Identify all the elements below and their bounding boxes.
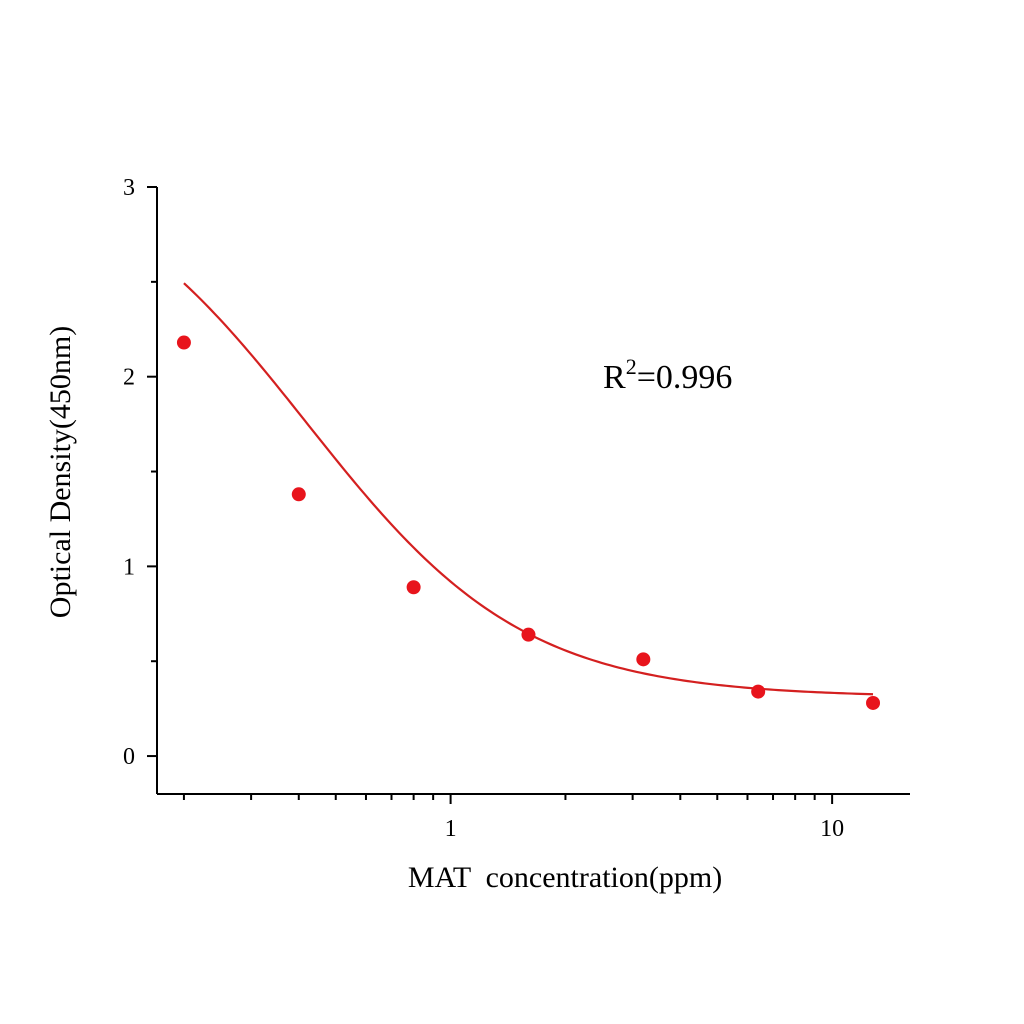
y-tick-label: 1	[123, 554, 135, 580]
data-point	[751, 684, 766, 699]
data-point	[521, 627, 536, 642]
plot-axes	[156, 187, 910, 795]
x-axis-ticks: 1 10	[182, 794, 844, 842]
data-point	[866, 695, 881, 710]
data-points-layer	[176, 335, 881, 710]
x-tick-label: 1	[445, 816, 457, 842]
x-tick-label: 10	[820, 816, 844, 842]
data-point	[636, 652, 651, 667]
x-axis-title: MAT concentration(ppm)	[408, 861, 722, 894]
y-axis-title: Optical Density(450nm)	[44, 326, 77, 618]
r-squared-base: R	[603, 359, 626, 396]
r-squared-annotation: R2=0.996	[603, 354, 732, 396]
y-axis-ticks: 0 1 2 3	[123, 175, 157, 770]
r-squared-value: =0.996	[637, 359, 733, 396]
y-tick-label: 2	[123, 365, 135, 391]
r-squared-sup: 2	[626, 354, 637, 379]
y-tick-label: 3	[123, 175, 135, 201]
data-point	[406, 580, 421, 595]
data-point	[291, 487, 306, 502]
y-tick-label: 0	[123, 744, 135, 770]
data-point	[176, 335, 191, 350]
